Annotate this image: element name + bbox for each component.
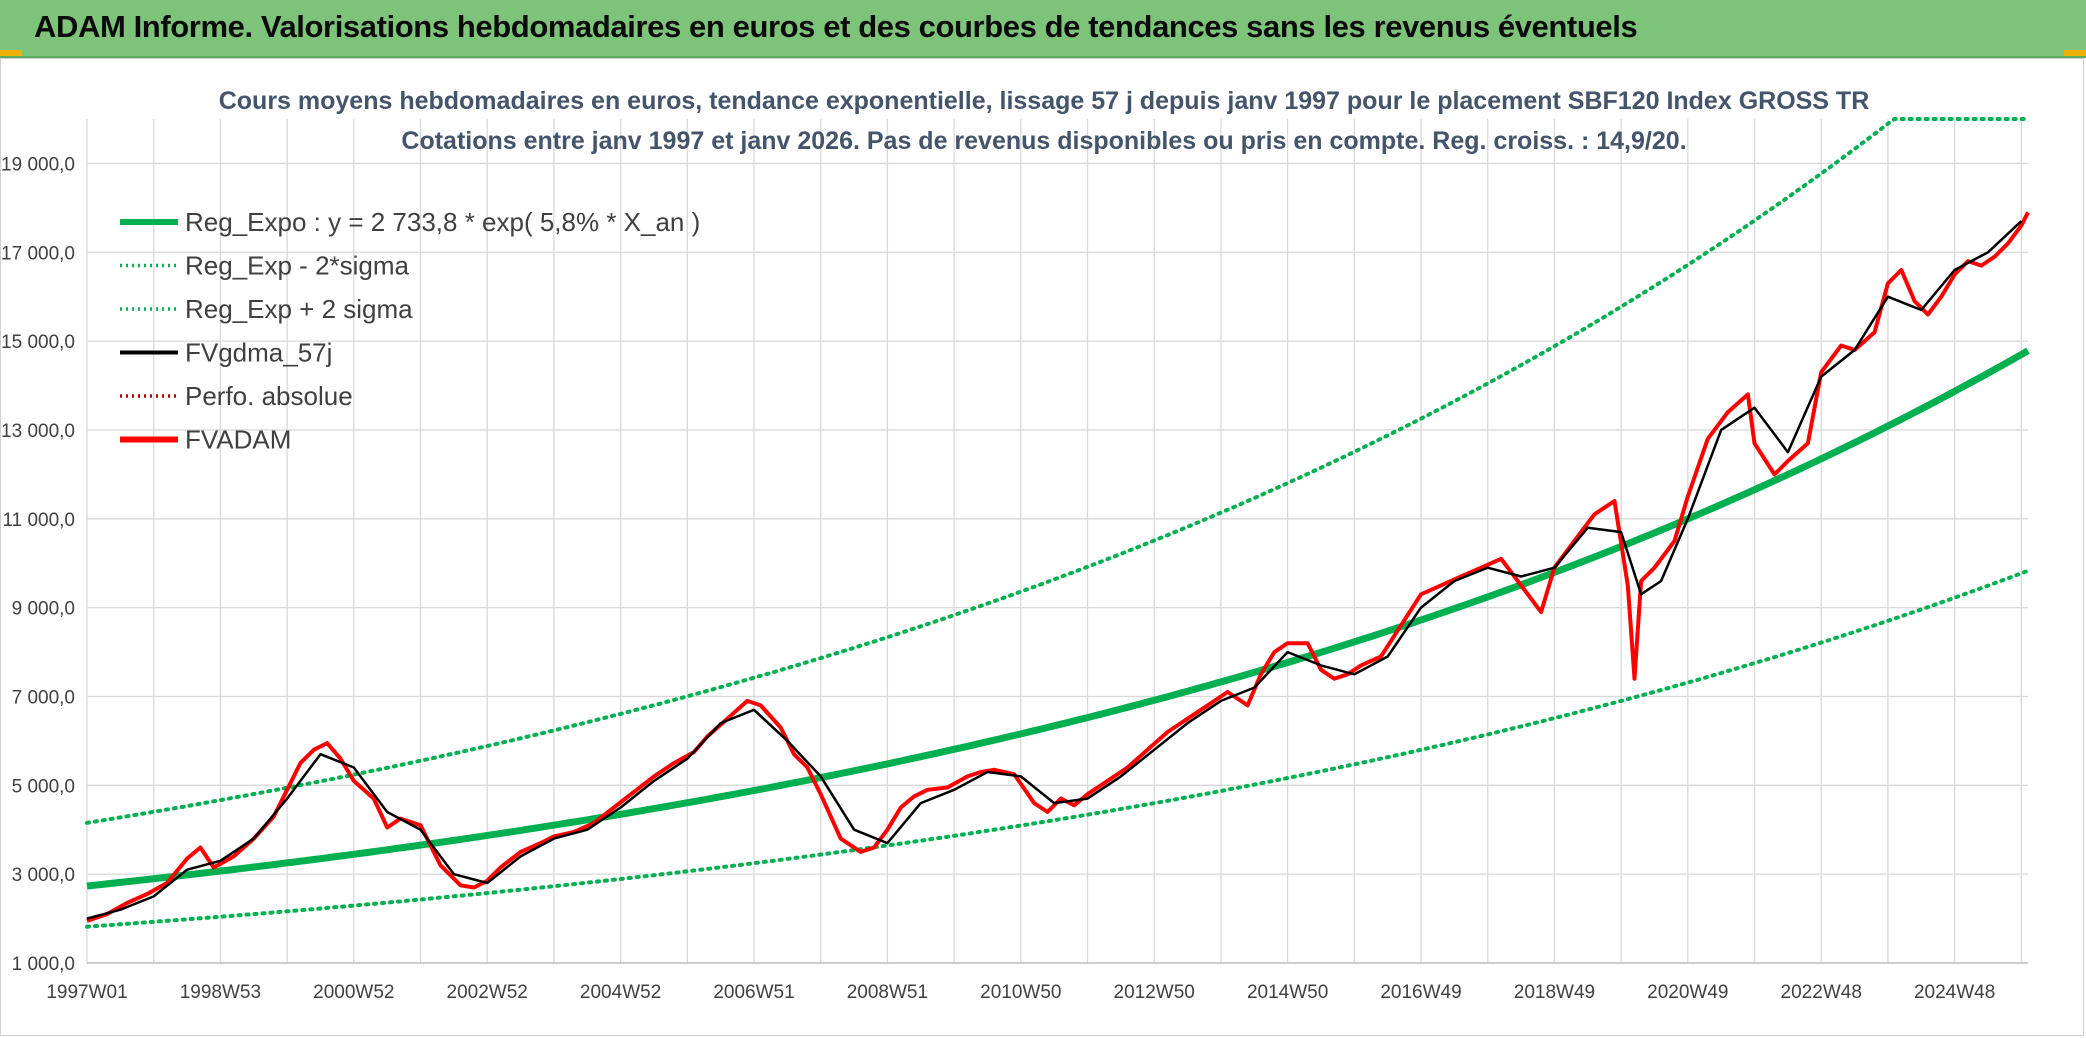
chart-legend: Reg_Expo : y = 2 733,8 * exp( 5,8% * X_a… — [120, 207, 700, 455]
y-tick-label: 9 000,0 — [12, 599, 75, 620]
chart-grid — [86, 119, 2028, 964]
x-tick-label: 2012W50 — [1114, 982, 1195, 1003]
legend-label: FVADAM — [185, 425, 291, 455]
x-tick-label: 2002W52 — [447, 982, 528, 1003]
x-axis: 1997W01 1998W53 2000W52 2002W52 2004W52 2006W… — [46, 982, 1995, 1003]
line-chart: Cours moyens hebdomadaires en euros, ten… — [1, 87, 2030, 1003]
legend-label: Reg_Expo : y = 2 733,8 * exp( 5,8% * X_a… — [185, 207, 700, 237]
reg-exp-minus-2sigma-line — [85, 568, 2030, 929]
legend-label: Perfo. absolue — [185, 381, 353, 411]
x-tick-label: 2014W50 — [1247, 982, 1328, 1003]
x-tick-label: 2000W52 — [313, 982, 394, 1003]
x-tick-label: 2010W50 — [980, 982, 1061, 1003]
page-title: ADAM Informe. Valorisations hebdomadaire… — [34, 9, 1638, 44]
y-tick-label: 13 000,0 — [1, 421, 75, 442]
legend-label: Reg_Exp + 2 sigma — [185, 294, 413, 324]
chart-area: Cours moyens hebdomadaires en euros, ten… — [0, 58, 2084, 1036]
x-tick-label: 2006W51 — [713, 982, 794, 1003]
x-tick-label: 1997W01 — [46, 982, 127, 1003]
chart-series — [85, 117, 2030, 929]
reg-exp-plus-2sigma-line — [85, 117, 2030, 825]
x-tick-label: 2022W48 — [1781, 982, 1862, 1003]
legend-label: FVgdma_57j — [185, 338, 332, 368]
y-axis: 1 000,0 3 000,0 5 000,0 7 000,0 9 000,0 11 00… — [1, 154, 75, 975]
x-tick-label: 2004W52 — [580, 982, 661, 1003]
y-tick-label: 3 000,0 — [12, 865, 75, 886]
header-bar: ADAM Informe. Valorisations hebdomadaire… — [0, 0, 2086, 58]
chart-subtitle: Cotations entre janv 1997 et janv 2026. … — [401, 127, 1686, 155]
chart-title: Cours moyens hebdomadaires en euros, ten… — [219, 87, 1870, 115]
y-tick-label: 5 000,0 — [12, 776, 75, 797]
x-tick-label: 1998W53 — [180, 982, 261, 1003]
y-tick-label: 15 000,0 — [1, 332, 75, 353]
fvgdma-57j-line — [86, 220, 2023, 920]
header-accent-left — [0, 50, 22, 56]
x-tick-label: 2016W49 — [1380, 982, 1461, 1003]
header-accent-right — [2064, 50, 2086, 56]
legend-label: Reg_Exp - 2*sigma — [185, 251, 410, 281]
x-tick-label: 2020W49 — [1647, 982, 1728, 1003]
x-tick-label: 2008W51 — [847, 982, 928, 1003]
y-tick-label: 19 000,0 — [1, 154, 75, 175]
reg-expo-line — [86, 347, 2030, 890]
y-tick-label: 17 000,0 — [1, 243, 75, 264]
y-tick-label: 7 000,0 — [12, 687, 75, 708]
x-tick-label: 2018W49 — [1514, 982, 1595, 1003]
x-tick-label: 2024W48 — [1914, 982, 1995, 1003]
y-tick-label: 1 000,0 — [12, 954, 75, 975]
y-tick-label: 11 000,0 — [2, 510, 75, 531]
